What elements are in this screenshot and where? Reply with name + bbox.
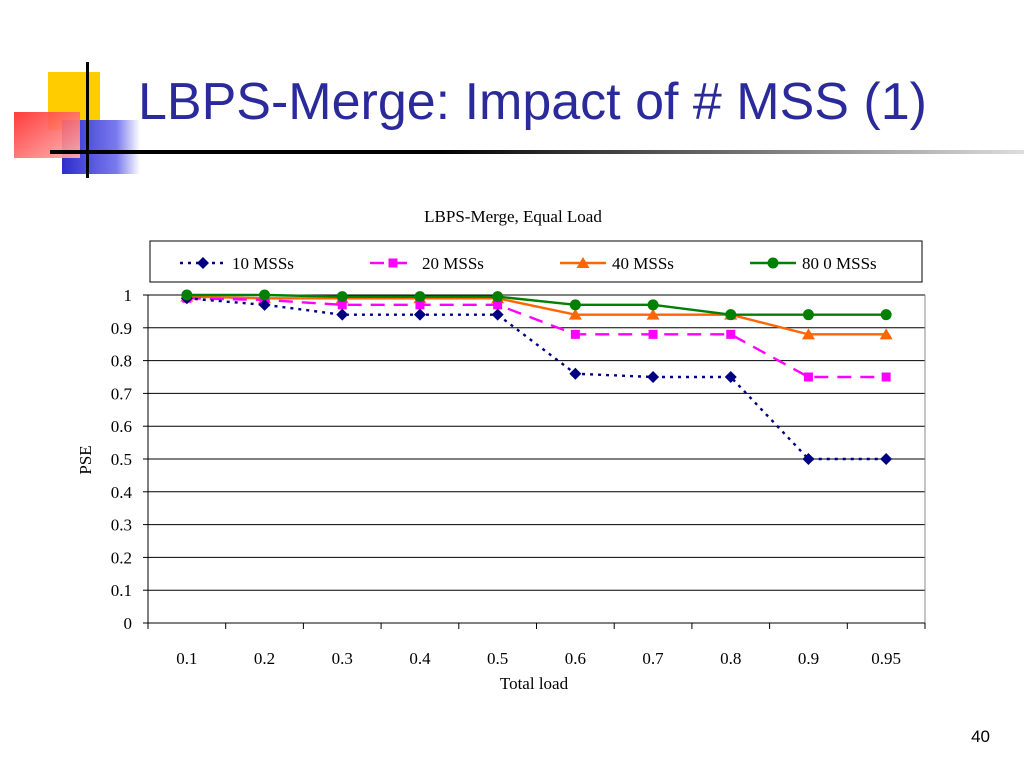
data-point [646, 308, 660, 320]
deco-vertical-line [86, 62, 89, 178]
data-point [880, 453, 893, 465]
legend-item: 20 MSSs [370, 254, 484, 273]
y-axis-label: PSE [76, 445, 95, 474]
series-80-0-msss [181, 289, 892, 321]
legend-label: 40 MSSs [612, 254, 674, 273]
data-point [570, 329, 580, 339]
y-tick-label: 1 [124, 286, 133, 305]
legend-item: 10 MSSs [180, 254, 294, 273]
legend-box [149, 240, 923, 283]
plot-area: 0 0.1 0.2 0.3 0.4 0.5 0.6 0.7 0.8 0.9 1 0.1 0.2 0.3 0.… [111, 286, 926, 668]
data-point [647, 371, 660, 383]
data-point [415, 300, 425, 310]
data-point [337, 300, 347, 310]
title-underline [50, 150, 1024, 154]
page-number: 40 [971, 727, 990, 746]
data-point [647, 299, 659, 311]
slide-title: LBPS-Merge: Impact of # MSS (1) [138, 73, 927, 131]
data-point [881, 372, 891, 382]
x-tick-label: 0.8 [720, 649, 741, 668]
legend-marker [388, 258, 398, 268]
y-tick-label: 0.2 [111, 548, 132, 567]
legend-label: 80 0 MSSs [802, 254, 877, 273]
y-tick-label: 0.9 [111, 319, 132, 338]
x-tick-label: 0.6 [565, 649, 586, 668]
x-tick-label: 0.95 [871, 649, 901, 668]
data-point [491, 308, 504, 321]
y-tick-label: 0 [124, 614, 133, 633]
data-point [802, 453, 815, 465]
x-tick-label: 0.7 [642, 649, 664, 668]
data-point [724, 371, 737, 383]
legend-label: 20 MSSs [422, 254, 484, 273]
y-tick-label: 0.3 [111, 516, 132, 535]
data-point [803, 372, 813, 382]
data-point [336, 308, 349, 321]
data-point [258, 298, 271, 311]
data-point [648, 329, 658, 339]
series-10-msss [180, 292, 893, 465]
data-point [413, 308, 426, 321]
x-tick-label: 0.9 [798, 649, 819, 668]
x-tick-label: 0.1 [176, 649, 197, 668]
chart-title: LBPS-Merge, Equal Load [424, 207, 602, 226]
legend-marker [767, 257, 779, 269]
legend-marker [576, 257, 590, 268]
data-point [259, 289, 271, 301]
legend-item: 40 MSSs [560, 254, 674, 273]
x-tick-label: 0.5 [487, 649, 508, 668]
data-point [801, 328, 815, 340]
legend-marker [197, 257, 209, 269]
data-point [414, 291, 426, 303]
series-line [186, 297, 887, 379]
data-point [569, 299, 581, 311]
legend-label: 10 MSSs [232, 254, 294, 273]
series-line [186, 293, 887, 316]
y-tick-label: 0.6 [111, 417, 132, 436]
data-point [493, 300, 503, 310]
data-point [492, 291, 504, 303]
data-point [336, 291, 348, 303]
y-tick-label: 0.5 [111, 450, 132, 469]
series-line [186, 295, 887, 336]
y-tick-label: 0.7 [111, 384, 133, 403]
y-tick-label: 0.4 [111, 483, 133, 502]
chart-legend: 10 MSSs 20 MSSs 40 MSSs 80 0 MSSs [149, 240, 923, 283]
y-tick-label: 0.8 [111, 352, 132, 371]
data-point [725, 309, 737, 321]
data-point [802, 309, 814, 321]
data-point [569, 367, 582, 380]
x-tick-label: 0.4 [409, 649, 431, 668]
data-point [880, 309, 892, 321]
legend-item: 80 0 MSSs [750, 254, 877, 273]
data-point [879, 328, 893, 340]
data-point [568, 308, 582, 320]
x-axis-label: Total load [500, 674, 569, 693]
series-line [186, 297, 887, 461]
data-point [726, 329, 736, 339]
data-point [181, 289, 193, 301]
y-tick-label: 0.1 [111, 581, 132, 600]
x-tick-label: 0.3 [332, 649, 353, 668]
x-tick-label: 0.2 [254, 649, 275, 668]
